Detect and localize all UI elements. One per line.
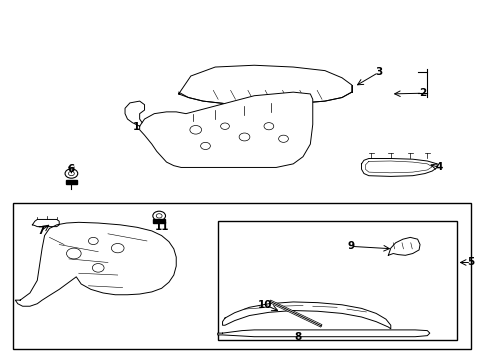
Text: 9: 9 [346,241,354,251]
Polygon shape [387,237,419,255]
Text: 4: 4 [435,162,442,172]
Text: 8: 8 [294,332,301,342]
Text: 7: 7 [37,226,44,236]
Bar [217,221,456,339]
Bar [13,203,470,348]
Text: 6: 6 [68,164,75,174]
Polygon shape [140,92,312,167]
Polygon shape [217,330,429,337]
Polygon shape [178,65,351,105]
Polygon shape [32,220,59,226]
Polygon shape [222,302,390,329]
Polygon shape [153,220,164,223]
Text: 10: 10 [257,300,272,310]
Text: 5: 5 [467,257,474,267]
Polygon shape [15,222,176,306]
Text: 2: 2 [418,88,425,98]
Text: 3: 3 [374,67,382,77]
Polygon shape [65,180,77,184]
Text: 11: 11 [154,222,168,232]
Text: 1: 1 [132,122,140,132]
Polygon shape [361,158,436,176]
